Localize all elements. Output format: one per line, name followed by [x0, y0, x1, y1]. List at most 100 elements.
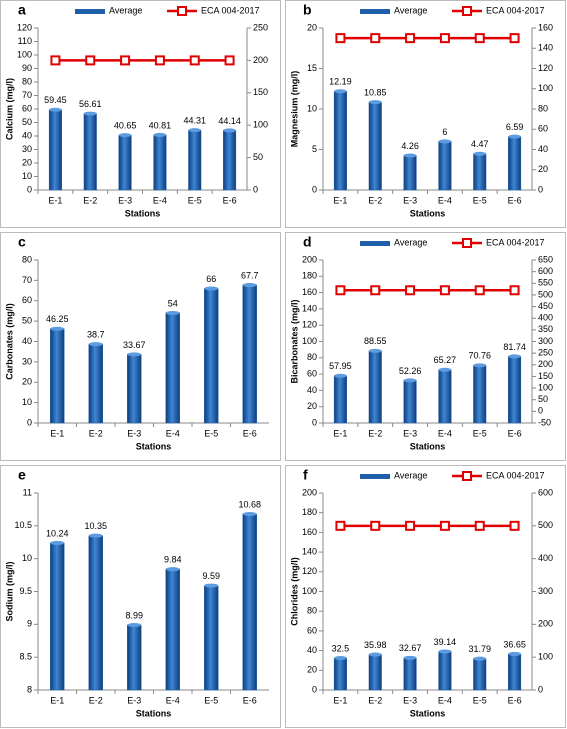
y-tick-label: 30: [22, 356, 32, 366]
data-label: 32.67: [399, 643, 422, 653]
line-marker: [474, 520, 485, 531]
y-tick-label: 50: [22, 316, 32, 326]
legend-label: Average: [109, 5, 142, 15]
y-axis-title: Bicarbonates (mg/l): [289, 299, 299, 383]
bar: [83, 113, 97, 191]
bar: [403, 155, 417, 191]
x-tick-label: E-3: [127, 695, 141, 705]
bar: [473, 153, 487, 191]
data-label: 36.65: [503, 639, 526, 649]
bar-cap: [403, 655, 417, 660]
y2-tick-label: 120: [538, 63, 553, 73]
y-tick-label: 50: [22, 117, 32, 127]
y2-tick-label: 600: [538, 266, 553, 276]
bar: [223, 130, 237, 191]
y-tick-label: 180: [302, 507, 317, 517]
y-tick-label: 20: [22, 377, 32, 387]
y-tick-label: 40: [307, 385, 317, 395]
y-tick-label: 40: [22, 130, 32, 140]
y-tick-label: 200: [302, 487, 317, 497]
legend-swatch: [75, 9, 105, 14]
bar: [403, 380, 417, 424]
data-label: 52.26: [399, 366, 422, 376]
panel: c 0 10 20 30 40 50 60 70 80 E-1 E-2 E-3 E-4 E-5 E-6 Stat…: [0, 232, 281, 461]
y-tick-label: 15: [307, 63, 317, 73]
x-tick-label: E-3: [403, 195, 417, 205]
y2-tick-label: 300: [538, 336, 553, 346]
y-tick-label: 140: [302, 546, 317, 556]
panel-frame: [285, 465, 566, 728]
legend-swatch: [360, 9, 390, 14]
line-marker: [120, 55, 131, 66]
bar: [242, 284, 257, 424]
legend-label: ECA 004-2017: [486, 237, 545, 247]
bar-cap: [88, 533, 103, 538]
y2-tick-label: 160: [538, 22, 553, 32]
x-tick-label: E-4: [153, 195, 167, 205]
y-tick-label: 10: [22, 397, 32, 407]
bar: [473, 658, 487, 691]
x-tick-label: E-2: [83, 195, 97, 205]
bar-cap: [508, 651, 521, 656]
y2-tick-label: 400: [538, 313, 553, 323]
panel-letter: c: [18, 234, 26, 250]
line-marker: [154, 55, 165, 66]
bar-cap: [334, 89, 347, 94]
legend-label: ECA 004-2017: [486, 470, 545, 480]
x-tick-label: E-3: [127, 428, 141, 438]
y2-tick-label: 300: [538, 586, 553, 596]
bar: [165, 312, 180, 424]
bar: [508, 653, 522, 691]
y-tick-label: 10: [22, 553, 32, 563]
y-tick-label: 0: [27, 417, 32, 427]
y2-tick-label: 50: [538, 394, 548, 404]
bar-cap: [50, 540, 65, 545]
bar: [88, 535, 103, 691]
legend-swatch: [360, 241, 390, 246]
y-tick-label: 100: [302, 586, 317, 596]
y-tick-label: 60: [307, 368, 317, 378]
y-tick-label: 30: [22, 144, 32, 154]
data-label: 46.25: [46, 314, 69, 324]
bar-cap: [403, 153, 417, 158]
line-marker: [509, 33, 520, 44]
bar-cap: [242, 283, 257, 288]
y-tick-label: 90: [22, 63, 32, 73]
x-tick-label: E-4: [438, 695, 452, 705]
data-label: 40.65: [114, 120, 137, 130]
x-axis-title: Stations: [410, 708, 446, 718]
y-tick-label: 60: [307, 625, 317, 635]
legend-label: Average: [394, 5, 427, 15]
y2-tick-label: 450: [538, 301, 553, 311]
y2-tick-label: 0: [538, 684, 543, 694]
bar: [438, 369, 452, 424]
bar: [153, 134, 167, 191]
y-tick-label: 0: [312, 417, 317, 427]
x-tick-label: E-1: [333, 695, 347, 705]
y2-tick-label: -50: [538, 417, 551, 427]
bar: [188, 129, 202, 191]
bar-cap: [403, 378, 417, 383]
x-tick-label: E-2: [368, 428, 382, 438]
y2-tick-label: 80: [538, 103, 548, 113]
y2-tick-label: 140: [538, 43, 553, 53]
x-tick-label: E-6: [508, 695, 522, 705]
y-tick-label: 200: [302, 254, 317, 264]
bar: [438, 141, 452, 191]
bar-cap: [127, 352, 142, 357]
bar-cap: [334, 373, 347, 378]
y-tick-label: 70: [22, 275, 32, 285]
y2-tick-label: 100: [538, 382, 553, 392]
y2-tick-label: 100: [538, 652, 553, 662]
y-tick-label: 8: [27, 684, 32, 694]
x-axis-title: Stations: [125, 208, 161, 218]
bar: [127, 624, 142, 691]
bar-cap: [438, 367, 452, 372]
y-tick-label: 20: [307, 401, 317, 411]
panel: d Average ECA 004-2017 0 20 40 60 80 100 120 140 16…: [285, 232, 566, 461]
x-tick-label: E-5: [473, 195, 487, 205]
x-tick-label: E-4: [438, 428, 452, 438]
x-tick-label: E-6: [508, 195, 522, 205]
legend-label: ECA 004-2017: [486, 5, 545, 15]
